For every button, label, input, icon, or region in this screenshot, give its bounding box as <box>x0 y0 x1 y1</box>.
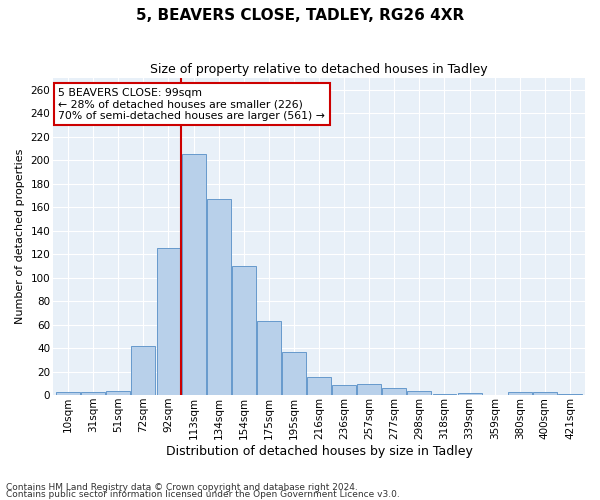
Bar <box>407 390 431 396</box>
Bar <box>131 346 155 396</box>
Bar <box>56 392 80 396</box>
Bar <box>332 385 356 396</box>
Y-axis label: Number of detached properties: Number of detached properties <box>15 149 25 324</box>
Bar <box>382 388 406 396</box>
Bar <box>458 393 482 396</box>
Bar <box>207 199 230 396</box>
Bar <box>232 266 256 396</box>
Bar <box>558 394 582 396</box>
Bar <box>358 384 381 396</box>
Bar <box>508 392 532 396</box>
Bar <box>282 352 306 396</box>
Text: Contains HM Land Registry data © Crown copyright and database right 2024.: Contains HM Land Registry data © Crown c… <box>6 484 358 492</box>
Title: Size of property relative to detached houses in Tadley: Size of property relative to detached ho… <box>150 62 488 76</box>
Bar <box>307 376 331 396</box>
Bar <box>533 392 557 396</box>
Bar <box>82 392 105 396</box>
Bar <box>157 248 181 396</box>
Bar <box>182 154 206 396</box>
Bar <box>433 394 457 396</box>
Text: 5, BEAVERS CLOSE, TADLEY, RG26 4XR: 5, BEAVERS CLOSE, TADLEY, RG26 4XR <box>136 8 464 22</box>
Bar <box>106 390 130 396</box>
Text: Contains public sector information licensed under the Open Government Licence v3: Contains public sector information licen… <box>6 490 400 499</box>
X-axis label: Distribution of detached houses by size in Tadley: Distribution of detached houses by size … <box>166 444 472 458</box>
Text: 5 BEAVERS CLOSE: 99sqm
← 28% of detached houses are smaller (226)
70% of semi-de: 5 BEAVERS CLOSE: 99sqm ← 28% of detached… <box>58 88 325 121</box>
Bar <box>257 322 281 396</box>
